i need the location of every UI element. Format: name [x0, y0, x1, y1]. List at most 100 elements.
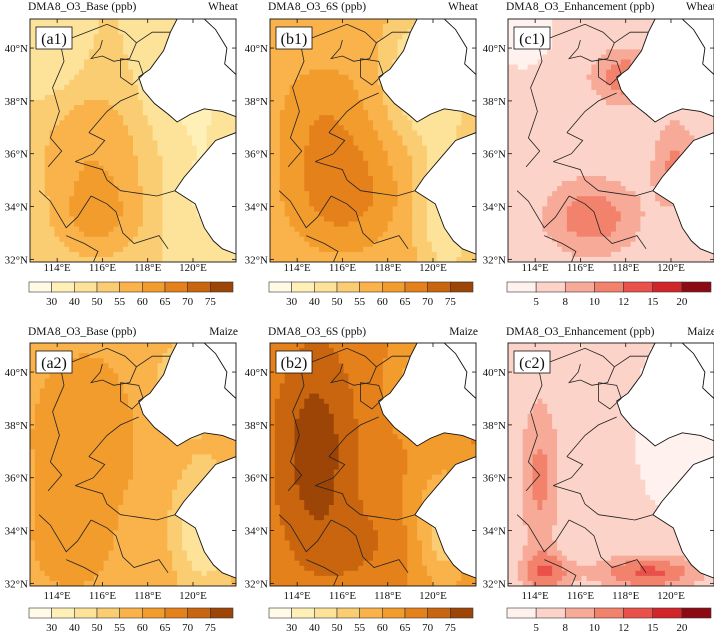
coastline	[378, 343, 476, 579]
province-border	[315, 132, 346, 162]
colorbar: 5 8 10 12 15 20	[506, 281, 712, 308]
colorbar-label: 30	[286, 622, 298, 632]
colorbar-swatch	[359, 281, 383, 293]
colorbar: 30 40 50 55 60 65 70 75	[28, 281, 234, 308]
colorbar-swatch	[210, 281, 234, 293]
colorbar-swatch	[404, 281, 428, 293]
panel-tag: (a1)	[35, 26, 73, 50]
colorbar-swatch	[291, 607, 315, 619]
lon-tick-label: 116°E	[329, 590, 356, 602]
lat-tick-label: 36°N	[483, 149, 506, 161]
colorbar-label: 75	[205, 296, 217, 308]
lat-tick-label: 32°N	[483, 254, 506, 266]
colorbar-swatch	[506, 281, 537, 293]
province-border	[553, 456, 584, 486]
province-border	[299, 347, 377, 386]
province-border	[75, 485, 108, 505]
colorbar-swatch	[535, 607, 566, 619]
colorbar-swatch	[314, 607, 338, 619]
colorbar-label: 70	[182, 622, 194, 632]
province-border	[537, 23, 615, 62]
province-border	[299, 23, 377, 62]
province-border	[287, 350, 305, 492]
province-border	[66, 235, 99, 262]
province-border	[537, 347, 615, 386]
lon-tick-label: 114°E	[44, 590, 71, 602]
province-border	[315, 456, 346, 486]
lon-tick-label: 118°E	[612, 590, 639, 602]
colorbar-swatch	[382, 281, 406, 293]
colorbar-swatch	[51, 281, 75, 293]
colorbar-label: 8	[563, 296, 569, 308]
province-border	[120, 382, 144, 410]
colorbar-swatch	[28, 607, 52, 619]
coastline	[378, 19, 476, 255]
colorbar-swatch	[119, 281, 143, 293]
colorbar-swatch	[96, 281, 120, 293]
lat-tick-label: 38°N	[483, 96, 506, 108]
lat-tick-label: 34°N	[245, 526, 268, 538]
panel-crop-label: Wheat	[686, 1, 714, 13]
panel-title: DMA8_O3_6S (ppb)	[268, 1, 366, 13]
colorbar-swatch	[268, 281, 292, 293]
coastline	[138, 19, 236, 255]
province-border	[38, 190, 92, 229]
province-border	[376, 355, 411, 368]
panel-crop-label: Wheat	[448, 1, 479, 13]
lon-tick-label: 116°E	[567, 262, 594, 274]
province-border	[376, 31, 411, 44]
lat-tick-label: 34°N	[5, 202, 28, 214]
colorbar: 5 8 10 12 15 20	[506, 607, 712, 632]
colorbar-swatch	[336, 607, 360, 619]
panel-crop-label: Maize	[687, 326, 714, 338]
province-border	[360, 58, 384, 86]
colorbar-label: 20	[676, 296, 688, 308]
province-border	[566, 92, 617, 133]
colorbar-swatch	[652, 607, 683, 619]
colorbar-swatch	[564, 607, 595, 619]
province-border	[278, 514, 332, 553]
colorbar-label: 40	[69, 622, 81, 632]
colorbar-swatch	[623, 281, 654, 293]
colorbar-label: 50	[332, 296, 344, 308]
colorbar-swatch	[427, 281, 451, 293]
lat-tick-label: 38°N	[5, 96, 28, 108]
colorbar-swatch	[450, 281, 474, 293]
lat-tick-label: 40°N	[245, 367, 268, 379]
lat-tick-label: 40°N	[245, 43, 268, 55]
province-border	[66, 559, 99, 586]
field-raster	[270, 343, 476, 586]
colorbar-label: 30	[46, 622, 58, 632]
colorbar-swatch	[314, 281, 338, 293]
colorbar-label: 70	[422, 296, 434, 308]
lon-tick-label: 114°E	[522, 262, 549, 274]
province-border	[306, 559, 339, 586]
map-frame	[269, 18, 477, 263]
colorbar-swatch	[594, 281, 624, 293]
colorbar-label: 75	[445, 296, 457, 308]
lat-tick-label: 34°N	[5, 526, 28, 538]
colorbar: 30 40 50 55 60 65 70 75	[28, 607, 234, 632]
lat-tick-label: 32°N	[245, 254, 268, 266]
lon-tick-label: 116°E	[89, 262, 116, 274]
panel-crop-label: Maize	[449, 326, 478, 338]
province-border	[315, 485, 348, 505]
colorbar-swatch	[535, 281, 566, 293]
map-panel-c1: DMA8_O3_Enhancement (ppb) Wheat (c1) 40°N 38…	[483, 1, 714, 308]
province-border	[88, 92, 139, 133]
province-border	[330, 519, 409, 574]
lon-tick-label: 118°E	[374, 590, 401, 602]
province-border	[75, 161, 108, 181]
colorbar-swatch	[681, 607, 712, 619]
colorbar-label: 55	[114, 296, 126, 308]
province-border	[568, 519, 647, 574]
province-border	[328, 416, 379, 457]
map-panel-b1: DMA8_O3_6S (ppb) Wheat (b1) 40°N 38°N 36°N 34°…	[245, 1, 479, 308]
field-raster	[30, 343, 236, 586]
colorbar-label: 12	[618, 296, 629, 308]
province-border	[360, 382, 384, 410]
map-panel-a1: DMA8_O3_Base (ppb) Wheat (a1) 40°N 38°N 36°N 3…	[5, 1, 239, 308]
panel-tag: (b1)	[275, 26, 313, 50]
province-border	[59, 23, 137, 62]
colorbar-swatch	[382, 607, 406, 619]
